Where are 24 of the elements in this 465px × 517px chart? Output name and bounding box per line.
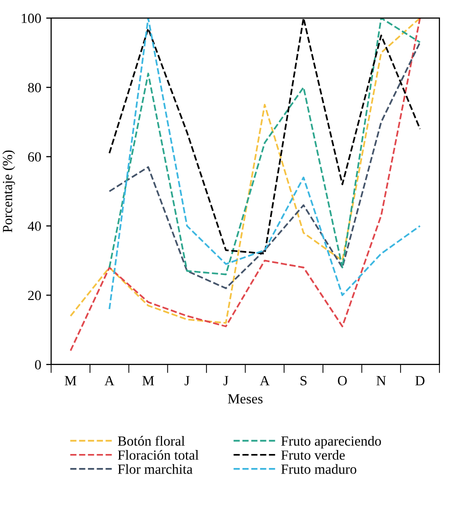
legend-label: Fruto verde: [281, 450, 345, 460]
legend-label: Floración total: [118, 450, 199, 460]
legend-label: Flor marchita: [118, 464, 193, 474]
y-tick-label: 40: [28, 222, 41, 231]
y-tick-label: 100: [22, 14, 41, 24]
x-tick-label: M: [142, 376, 154, 386]
x-tick-label: J: [184, 376, 190, 386]
x-tick-label: O: [338, 376, 347, 386]
x-tick-label: M: [64, 376, 76, 386]
x-tick-label: D: [415, 376, 424, 386]
y-tick-label: 60: [28, 152, 41, 162]
legend-label: Fruto apareciendo: [281, 436, 381, 449]
y-axis-title: Porcentaje (%): [2, 150, 16, 232]
y-tick-label: 80: [28, 82, 41, 92]
x-tick-label: N: [376, 376, 386, 386]
x-axis-title: Meses: [228, 394, 263, 404]
legend-label: Botón floral: [118, 436, 185, 446]
x-tick-label: S: [300, 376, 307, 386]
x-tick-label: A: [260, 376, 270, 386]
y-tick-label: 0: [35, 360, 41, 370]
x-tick-label: A: [104, 376, 114, 386]
y-tick-label: 20: [28, 290, 41, 300]
legend-label: Fruto maduro: [281, 464, 356, 474]
x-tick-label: J: [223, 376, 228, 386]
